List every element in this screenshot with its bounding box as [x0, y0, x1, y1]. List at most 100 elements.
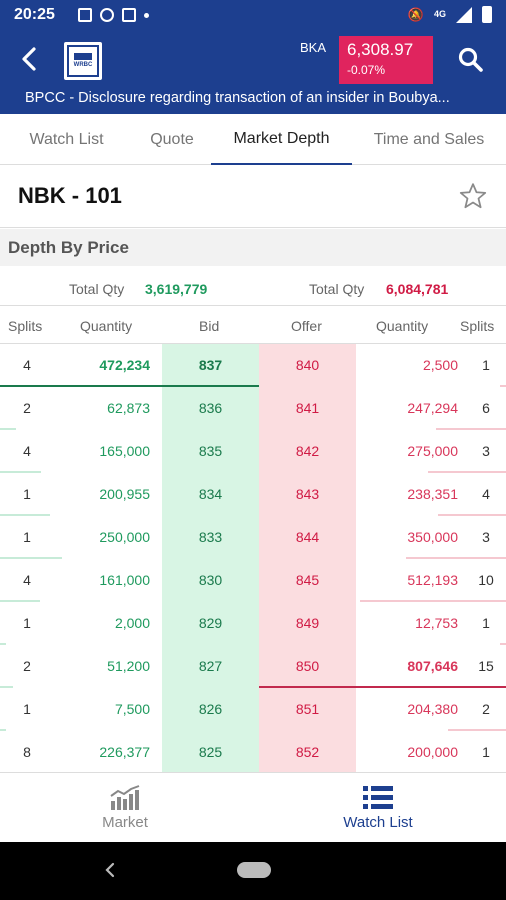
system-back-icon[interactable]: [103, 861, 117, 879]
logo-mark-icon: [74, 53, 92, 60]
offer-quantity: 275,000: [407, 443, 458, 459]
back-arrow-icon: [22, 47, 36, 71]
best-bid-separator: [0, 385, 259, 387]
tab-watch-list[interactable]: Watch List: [29, 130, 104, 148]
nav-market[interactable]: Market: [80, 773, 170, 843]
offer-price: 843: [259, 473, 356, 516]
bid-quantity: 165,000: [99, 443, 150, 459]
offer-splits: 2: [482, 701, 490, 717]
bid-quantity: 250,000: [99, 529, 150, 545]
depth-row[interactable]: 4 472,234 837 840 2,500 1: [0, 344, 506, 387]
depth-row[interactable]: 2 62,873 836 841 247,294 6: [0, 387, 506, 430]
app-header: WRBC BKA 6,308.97 -0.07% BPCC - Disclosu…: [0, 30, 506, 114]
depth-row[interactable]: 8 226,377 825 852 200,000 1: [0, 731, 506, 772]
tab-market-depth[interactable]: Market Depth: [211, 114, 352, 165]
col-bid: Bid: [199, 318, 220, 334]
offer-volume-bar: [436, 428, 506, 430]
more-notifications-icon: [144, 13, 149, 18]
star-icon: [459, 183, 487, 209]
bid-volume-bar: [0, 729, 6, 731]
offer-splits: 15: [478, 658, 494, 674]
offer-price: 849: [259, 602, 356, 645]
bid-price: 836: [162, 387, 259, 430]
offer-price: 841: [259, 387, 356, 430]
system-home-button[interactable]: [237, 862, 271, 878]
bid-volume-bar: [0, 471, 41, 473]
bid-splits: 4: [23, 572, 31, 588]
offer-splits: 1: [482, 615, 490, 631]
bid-splits: 1: [23, 701, 31, 717]
depth-section-header: Depth By Price: [0, 229, 506, 266]
bid-quantity: 472,234: [99, 357, 150, 373]
depth-row[interactable]: 2 51,200 827 850 807,646 15: [0, 645, 506, 688]
bid-volume-bar: [0, 600, 40, 602]
news-ticker[interactable]: BPCC - Disclosure regarding transaction …: [25, 90, 450, 106]
offer-total-label: Total Qty: [309, 281, 365, 297]
offer-quantity: 247,294: [407, 400, 458, 416]
depth-row[interactable]: 4 165,000 835 842 275,000 3: [0, 430, 506, 473]
favorite-button[interactable]: [458, 181, 488, 211]
symbol-title: NBK - 101: [18, 183, 122, 208]
search-icon: [458, 47, 483, 72]
offer-quantity: 807,646: [407, 658, 458, 674]
bid-splits: 2: [23, 400, 31, 416]
col-offer: Offer: [291, 318, 322, 334]
offer-volume-bar: [500, 643, 506, 645]
depth-row[interactable]: 1 2,000 829 849 12,753 1: [0, 602, 506, 645]
offer-quantity: 2,500: [422, 357, 458, 373]
offer-price: 845: [259, 559, 356, 602]
offer-total-value: 6,084,781: [386, 281, 449, 297]
nav-watch-list[interactable]: Watch List: [330, 773, 426, 843]
bid-splits: 2: [23, 658, 31, 674]
col-bid-quantity: Quantity: [80, 318, 133, 334]
bid-splits: 8: [23, 744, 31, 760]
offer-quantity: 350,000: [407, 529, 458, 545]
battery-icon: [482, 6, 492, 23]
bid-price: 833: [162, 516, 259, 559]
bid-quantity: 2,000: [114, 615, 150, 631]
depth-row[interactable]: 1 7,500 826 851 204,380 2: [0, 688, 506, 731]
back-button[interactable]: [14, 44, 44, 74]
news-icon: [122, 8, 136, 22]
col-offer-quantity: Quantity: [376, 318, 429, 334]
depth-row[interactable]: 1 200,955 834 843 238,351 4: [0, 473, 506, 516]
offer-price: 852: [259, 731, 356, 772]
tab-time-and-sales[interactable]: Time and Sales: [373, 130, 485, 148]
offer-splits: 4: [482, 486, 490, 502]
offer-quantity: 512,193: [407, 572, 458, 588]
index-box[interactable]: 6,308.97 -0.07%: [339, 36, 433, 84]
bid-total-label: Total Qty: [69, 281, 125, 297]
bid-volume-bar: [0, 428, 16, 430]
mute-icon: 🔕: [407, 6, 424, 22]
bid-splits: 1: [23, 615, 31, 631]
app-logo: WRBC: [64, 42, 102, 80]
image-notification-icon: [78, 8, 92, 22]
offer-volume-bar: [406, 557, 506, 559]
offer-separator: [259, 686, 506, 688]
chart-icon: [110, 785, 140, 810]
depth-row[interactable]: 4 161,000 830 845 512,193 10: [0, 559, 506, 602]
tab-quote[interactable]: Quote: [150, 130, 194, 148]
bid-price: 826: [162, 688, 259, 731]
offer-splits: 6: [482, 400, 490, 416]
bid-price: 829: [162, 602, 259, 645]
offer-price: 842: [259, 430, 356, 473]
offer-volume-bar: [360, 600, 506, 602]
bid-volume-bar: [0, 686, 13, 688]
offer-volume-bar: [428, 471, 506, 473]
index-value: 6,308.97: [347, 40, 414, 59]
bid-price: 827: [162, 645, 259, 688]
section-title: Depth By Price: [8, 238, 129, 257]
depth-table: 4 472,234 837 840 2,500 1 2 62,873 836 841 247,294…: [0, 344, 506, 772]
col-bid-splits: Splits: [8, 318, 43, 334]
totals-row: Total Qty 3,619,779 Total Qty 6,084,781: [0, 266, 506, 306]
symbol-header: NBK - 101: [0, 166, 506, 228]
status-time: 20:25: [14, 6, 55, 23]
search-button[interactable]: [456, 45, 486, 75]
notification-icons: [78, 8, 149, 22]
depth-row[interactable]: 1 250,000 833 844 350,000 3: [0, 516, 506, 559]
bid-price: 830: [162, 559, 259, 602]
bid-quantity: 62,873: [107, 400, 150, 416]
bid-volume-bar: [0, 643, 6, 645]
network-type: 4G: [433, 9, 446, 19]
